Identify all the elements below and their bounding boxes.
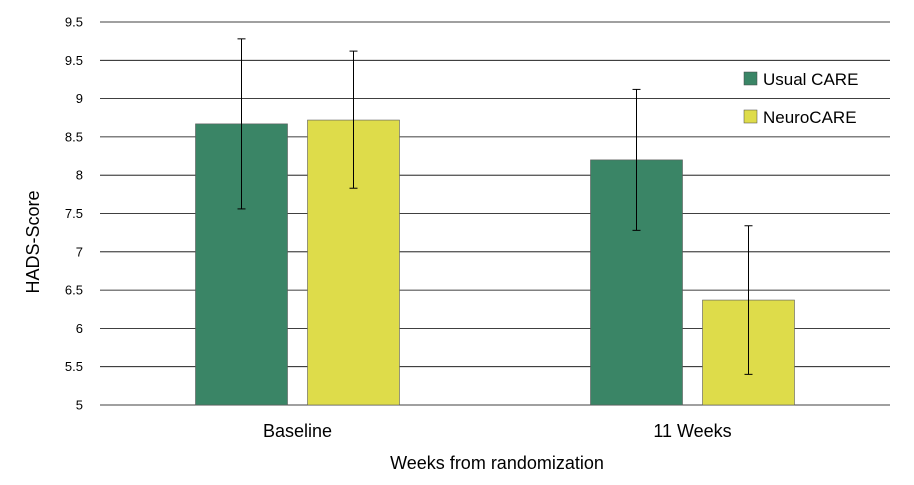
- legend: Usual CARE NeuroCARE: [743, 70, 858, 127]
- y-tick-label: 8.5: [65, 129, 83, 144]
- x-category-label: 11 Weeks: [653, 421, 731, 441]
- x-axis-label: Weeks from randomization: [390, 453, 604, 473]
- y-tick-label: 5.5: [65, 359, 83, 374]
- legend-label-usual-care: Usual CARE: [763, 70, 858, 89]
- x-axis-categories: Baseline 11 Weeks: [263, 421, 732, 441]
- y-tick-label: 6.5: [65, 283, 83, 298]
- y-tick-label: 9.5: [65, 53, 83, 68]
- y-axis-ticks: 5 5.5 6 6.5 7 7.5 8 8.5 9 9.5 9.5: [65, 15, 83, 413]
- y-axis-label: HADS-Score: [23, 190, 43, 293]
- bars: [195, 119, 795, 406]
- y-tick-label: 5: [76, 398, 83, 413]
- legend-swatch-neurocare: [743, 109, 758, 124]
- y-tick-label: 7.5: [65, 206, 83, 221]
- y-tick-label: 9: [76, 91, 83, 106]
- y-tick-label: 6: [76, 321, 83, 336]
- y-tick-label: 9.5: [65, 15, 83, 30]
- y-tick-label: 8: [76, 168, 83, 183]
- legend-swatch-usual-care: [743, 71, 758, 86]
- error-bars: [237, 38, 753, 375]
- y-tick-label: 7: [76, 244, 83, 259]
- legend-label-neurocare: NeuroCARE: [763, 108, 857, 127]
- x-category-label: Baseline: [263, 421, 332, 441]
